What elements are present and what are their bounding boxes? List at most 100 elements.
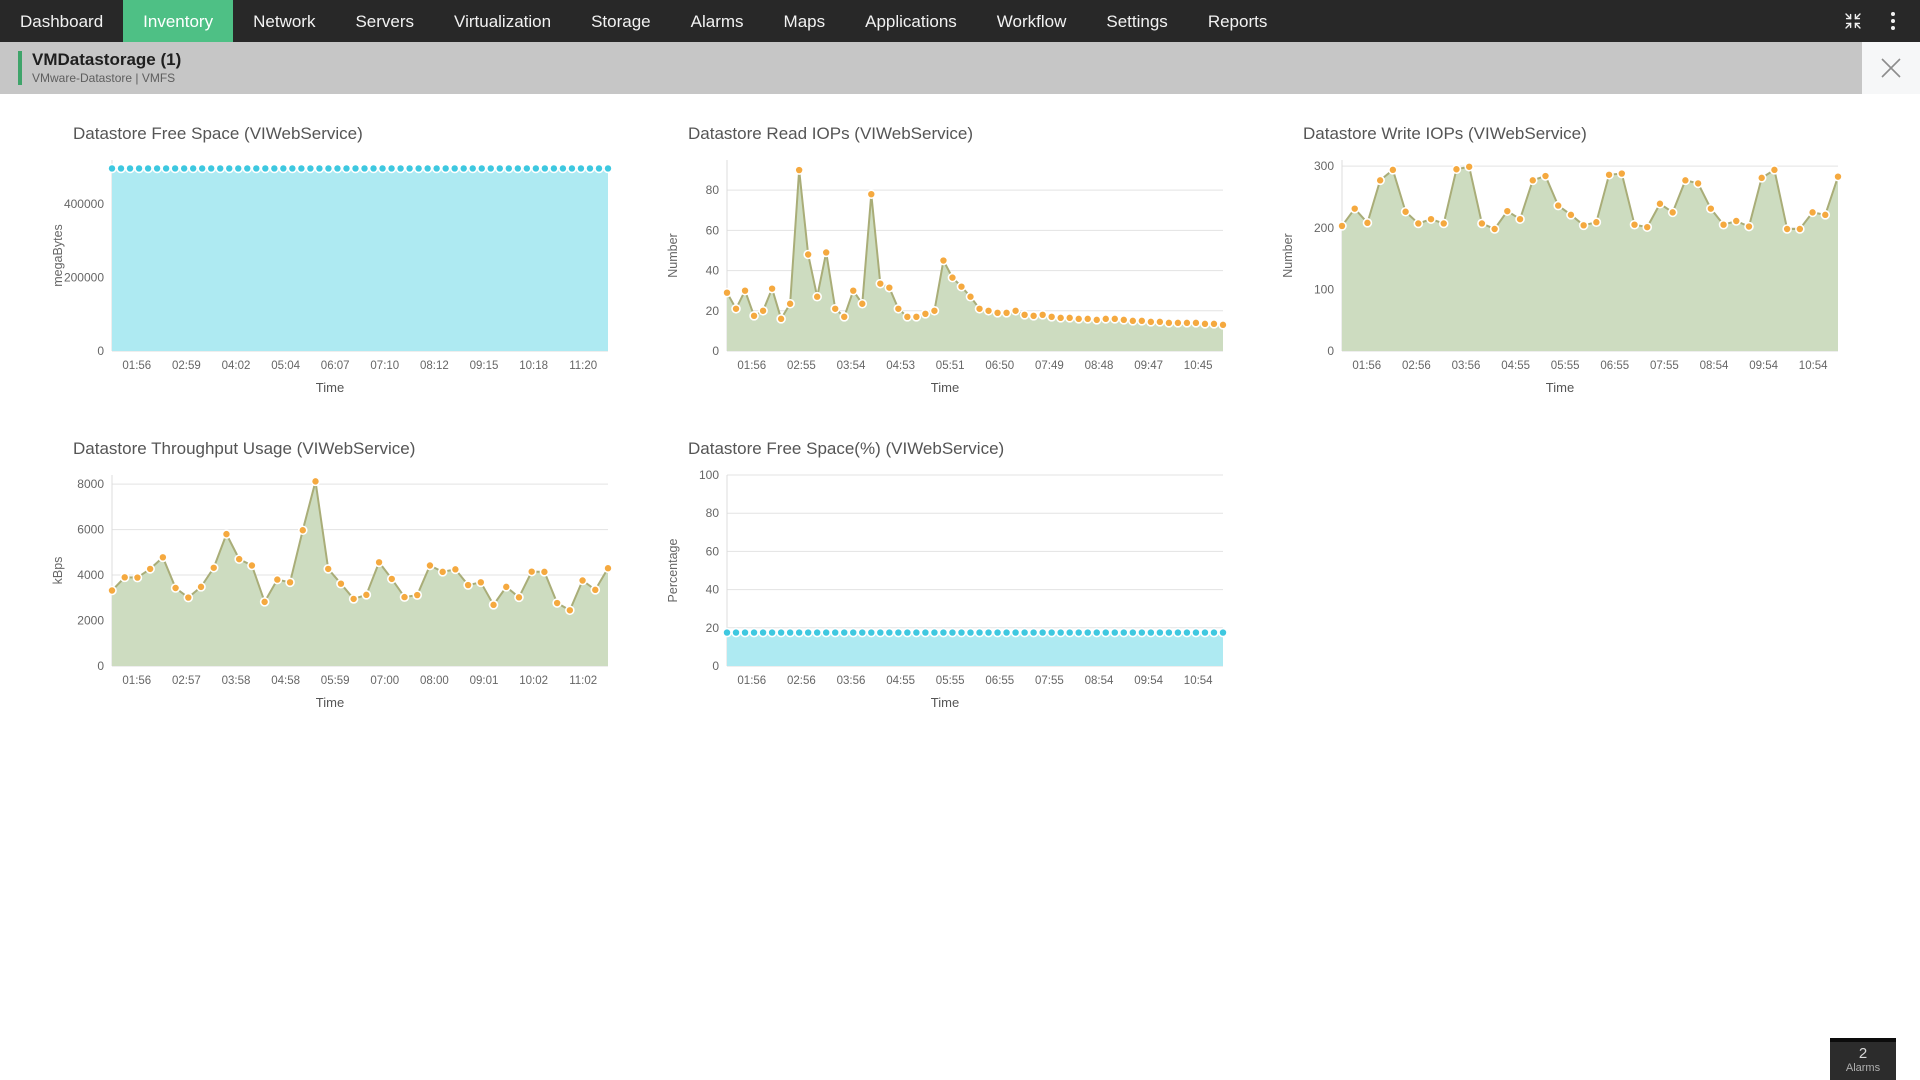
chart-data-point[interactable]: [983, 305, 994, 316]
chart-data-point[interactable]: [134, 163, 144, 174]
chart-data-point[interactable]: [431, 163, 442, 174]
chart-data-point[interactable]: [1191, 627, 1201, 638]
chart-data-point[interactable]: [857, 627, 868, 638]
chart-data-point[interactable]: [1477, 218, 1487, 229]
chart-data-point[interactable]: [386, 163, 397, 174]
chart-data-point[interactable]: [1191, 318, 1201, 328]
chart-data-point[interactable]: [749, 311, 759, 321]
chart-data-point[interactable]: [1100, 314, 1111, 324]
chart-data-point[interactable]: [590, 585, 601, 595]
chart-data-point[interactable]: [803, 627, 813, 638]
chart-data-point[interactable]: [305, 163, 316, 174]
chart-data-point[interactable]: [875, 278, 886, 289]
chart-data-point[interactable]: [731, 303, 741, 314]
chart-data-point[interactable]: [549, 163, 559, 174]
chart-data-point[interactable]: [1769, 165, 1780, 175]
chart-data-point[interactable]: [145, 564, 155, 574]
chart-data-point[interactable]: [929, 305, 940, 316]
chart-data-point[interactable]: [603, 163, 613, 174]
chart-data-point[interactable]: [395, 163, 406, 174]
chart-data-point[interactable]: [1820, 210, 1831, 220]
chart-data-point[interactable]: [323, 163, 334, 174]
chart-data-point[interactable]: [1218, 320, 1228, 330]
chart-data-point[interactable]: [1128, 316, 1138, 326]
chart-data-point[interactable]: [206, 163, 216, 174]
chart-data-point[interactable]: [374, 557, 384, 568]
chart-data-point[interactable]: [794, 165, 804, 175]
chart-data-point[interactable]: [956, 627, 967, 638]
chart-data-point[interactable]: [1375, 175, 1385, 186]
chart-data-point[interactable]: [1010, 627, 1021, 638]
chart-data-point[interactable]: [965, 627, 976, 638]
chart-data-point[interactable]: [412, 590, 423, 600]
chart-data-point[interactable]: [476, 163, 487, 174]
chart-data-point[interactable]: [803, 249, 813, 260]
chart-data-point[interactable]: [259, 597, 270, 607]
chart-data-point[interactable]: [539, 567, 550, 577]
chart-data-point[interactable]: [449, 163, 460, 174]
chart-data-point[interactable]: [458, 163, 469, 174]
chart-data-point[interactable]: [158, 552, 168, 563]
chart-data-point[interactable]: [758, 627, 768, 638]
chart-data-point[interactable]: [1616, 168, 1627, 179]
chart-data-point[interactable]: [1028, 627, 1039, 638]
close-button[interactable]: [1862, 42, 1920, 94]
chart-data-point[interactable]: [463, 580, 473, 590]
chart-data-point[interactable]: [1046, 627, 1057, 638]
chart-data-point[interactable]: [1046, 312, 1057, 322]
chart-data-point[interactable]: [839, 312, 850, 322]
chart-data-point[interactable]: [1718, 219, 1729, 230]
chart-data-point[interactable]: [947, 627, 958, 638]
chart-data-point[interactable]: [323, 564, 334, 574]
chart-data-point[interactable]: [1010, 305, 1021, 316]
chart-data-point[interactable]: [1731, 216, 1742, 226]
chart-data-point[interactable]: [848, 285, 859, 296]
chart-data-point[interactable]: [467, 163, 478, 174]
collapse-arrows-icon[interactable]: [1840, 8, 1866, 34]
chart-data-point[interactable]: [1091, 315, 1102, 325]
chart-data-point[interactable]: [488, 600, 499, 610]
chart-data-point[interactable]: [821, 247, 831, 258]
chart-data-point[interactable]: [152, 163, 162, 174]
chart-data-point[interactable]: [1073, 627, 1084, 638]
chart-data-point[interactable]: [531, 163, 541, 174]
chart-data-point[interactable]: [272, 574, 283, 585]
chart-data-point[interactable]: [359, 163, 370, 174]
chart-data-point[interactable]: [938, 627, 949, 638]
chart-data-point[interactable]: [603, 563, 613, 574]
chart-data-point[interactable]: [1155, 627, 1165, 638]
nav-item-inventory[interactable]: Inventory: [123, 0, 234, 42]
chart-data-point[interactable]: [208, 562, 219, 573]
chart-data-point[interactable]: [929, 627, 940, 638]
chart-data-point[interactable]: [1807, 207, 1818, 218]
chart-data-point[interactable]: [1055, 313, 1066, 323]
chart-data-point[interactable]: [1362, 218, 1373, 228]
chart-data-point[interactable]: [437, 567, 448, 577]
chart-data-point[interactable]: [242, 163, 253, 174]
chart-data-point[interactable]: [1756, 173, 1767, 183]
chart-data-point[interactable]: [440, 163, 451, 174]
chart-data-point[interactable]: [731, 627, 741, 638]
chart-data-point[interactable]: [1091, 627, 1102, 638]
chart-data-point[interactable]: [785, 298, 795, 309]
chart-data-point[interactable]: [1164, 627, 1174, 638]
chart-data-point[interactable]: [1182, 318, 1192, 328]
chart-data-point[interactable]: [1155, 317, 1165, 327]
chart-data-point[interactable]: [821, 627, 831, 638]
chart-data-point[interactable]: [1200, 627, 1210, 638]
chart-data-point[interactable]: [722, 287, 732, 298]
nav-item-alarms[interactable]: Alarms: [671, 0, 764, 42]
chart-data-point[interactable]: [233, 163, 244, 174]
chart-data-point[interactable]: [1209, 627, 1219, 638]
chart-data-point[interactable]: [1693, 178, 1703, 189]
chart-data-point[interactable]: [848, 627, 859, 638]
chart-data-point[interactable]: [1028, 311, 1039, 321]
chart-data-point[interactable]: [1173, 627, 1183, 638]
nav-item-maps[interactable]: Maps: [764, 0, 846, 42]
chart-data-point[interactable]: [1706, 203, 1716, 214]
chart-data-point[interactable]: [215, 163, 226, 174]
chart-data-point[interactable]: [794, 627, 804, 638]
chart-data-point[interactable]: [767, 627, 777, 638]
nav-item-reports[interactable]: Reports: [1188, 0, 1288, 42]
chart-data-point[interactable]: [350, 163, 361, 174]
